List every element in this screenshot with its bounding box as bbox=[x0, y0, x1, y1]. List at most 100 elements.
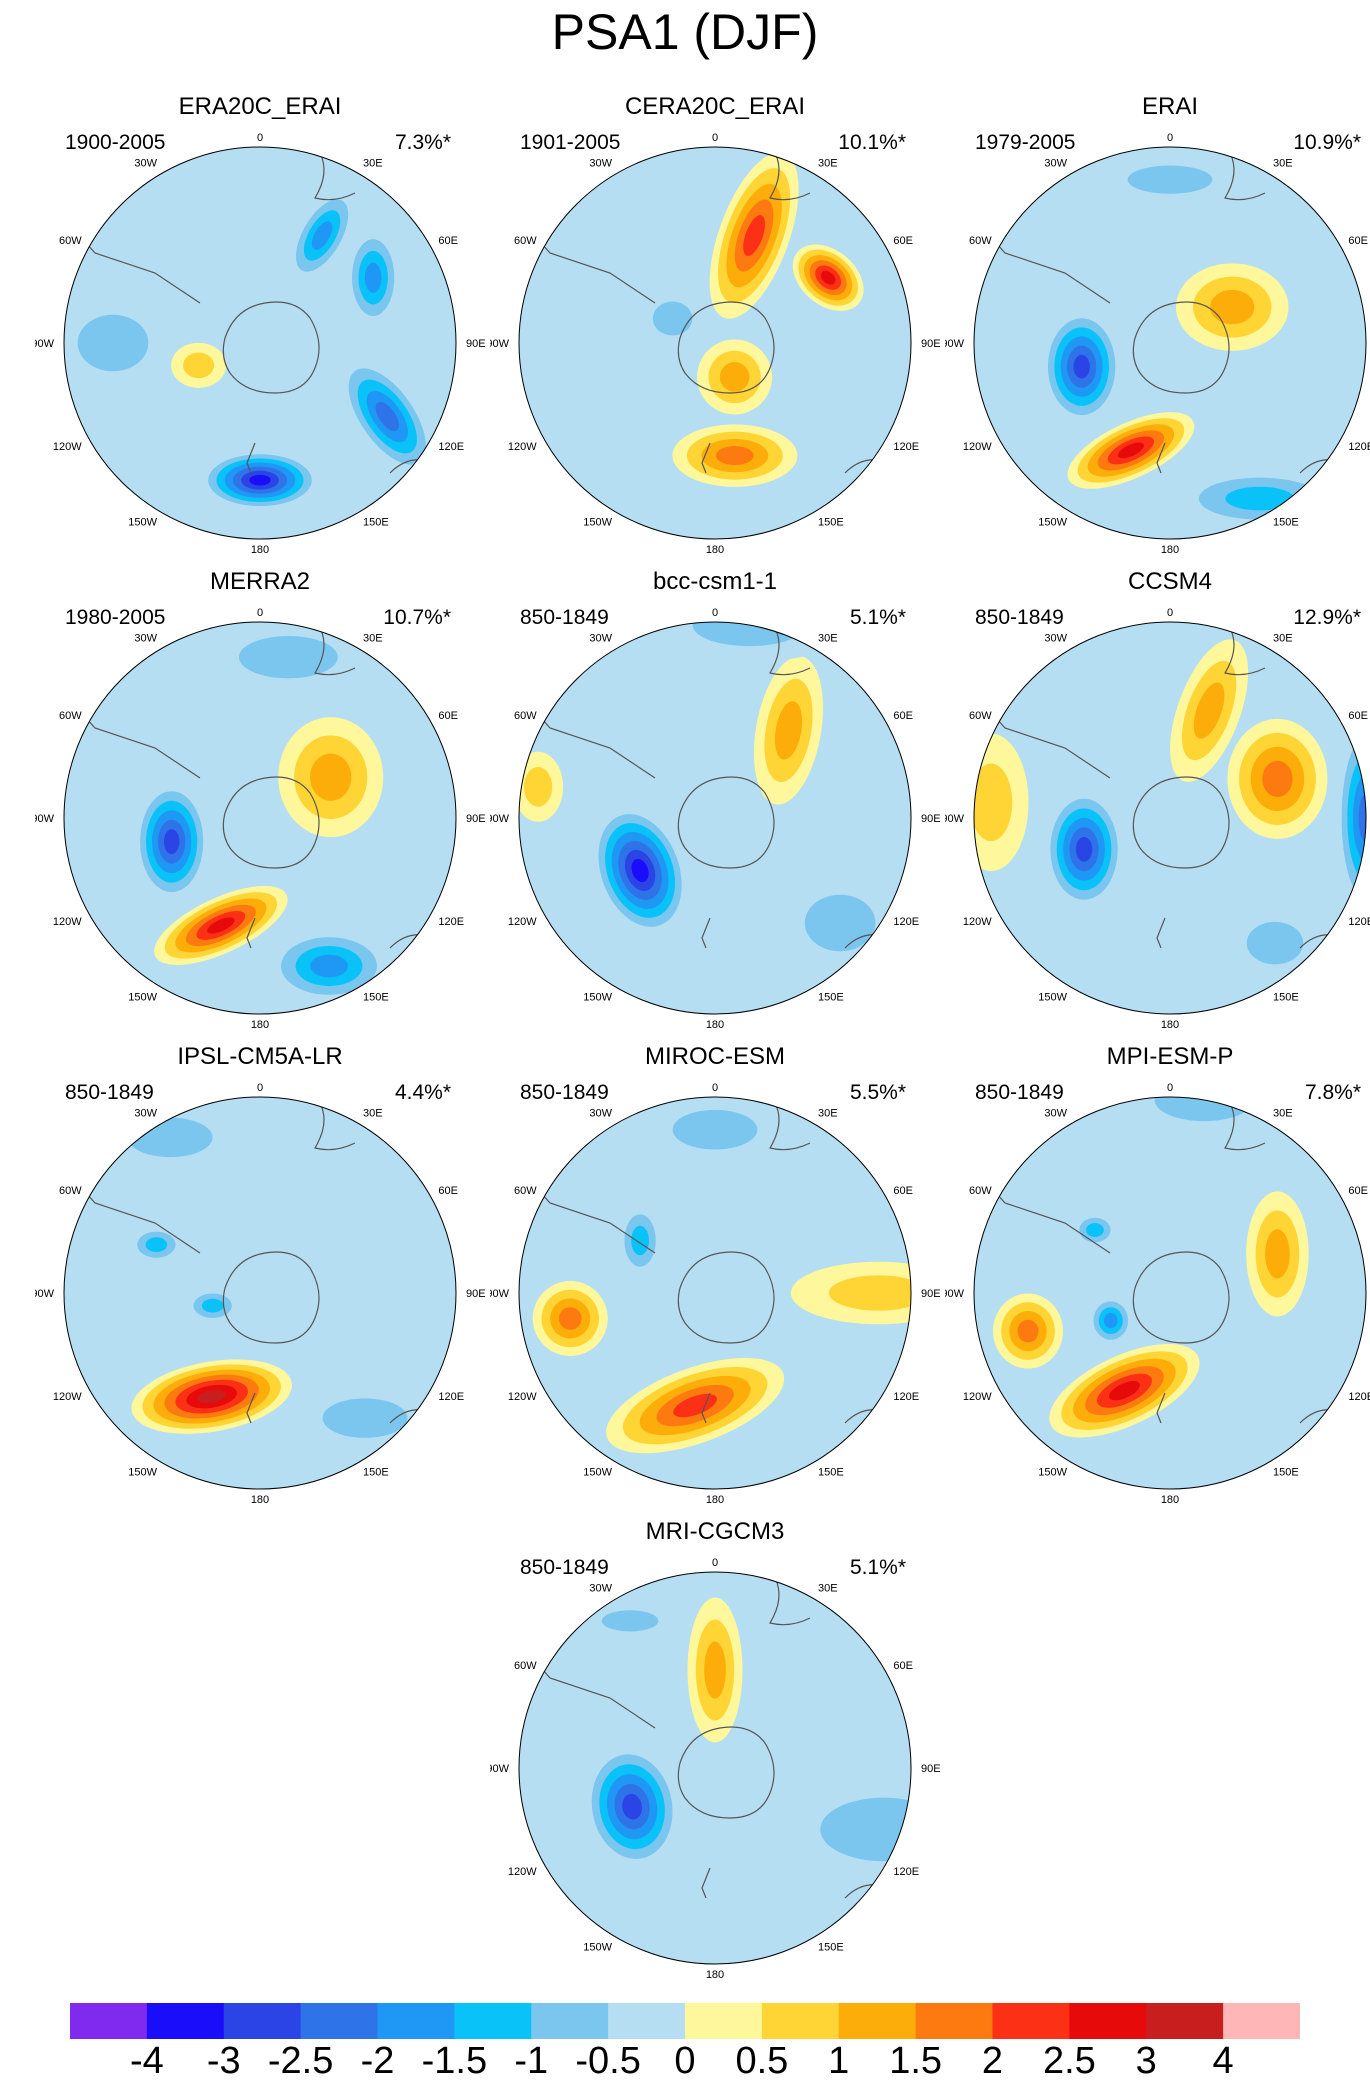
anomaly-contour bbox=[1117, 442, 1144, 459]
colorbar-tick-label: 3 bbox=[1135, 2040, 1157, 2082]
new-zealand-coastline bbox=[246, 442, 256, 474]
anomaly-contour bbox=[1246, 921, 1304, 965]
africa-coastline bbox=[769, 627, 811, 676]
polar-map: 030E60E90E120E150E180150W120W90W60W30W bbox=[945, 1082, 1370, 1506]
new-zealand-coastline bbox=[701, 442, 711, 474]
colorbar-tick-label: -3 bbox=[206, 2040, 241, 2082]
longitude-label: 90W bbox=[945, 338, 965, 350]
anomaly-contour bbox=[1073, 354, 1090, 379]
colorbar-swatch bbox=[992, 2003, 1070, 2039]
longitude-label: 60E bbox=[438, 710, 458, 722]
africa-coastline bbox=[314, 1102, 356, 1151]
panel-variance: 10.9%* bbox=[1293, 131, 1361, 154]
longitude-label: 150W bbox=[1038, 1466, 1067, 1478]
colorbar-swatch bbox=[1146, 2003, 1224, 2039]
colorbar-swatch bbox=[223, 2003, 302, 2039]
anomaly-contour bbox=[310, 753, 352, 801]
longitude-label: 120W bbox=[508, 441, 537, 453]
new-zealand-coastline bbox=[1156, 1392, 1166, 1424]
longitude-label: 150W bbox=[583, 1941, 612, 1953]
longitude-label: 30W bbox=[1044, 1108, 1067, 1120]
colorbar-swatch bbox=[1223, 2003, 1300, 2039]
longitude-label: 150E bbox=[363, 991, 389, 1003]
colorbar-swatch bbox=[146, 2003, 225, 2039]
anomaly-contour bbox=[1017, 1319, 1039, 1343]
longitude-label: 150E bbox=[1273, 991, 1299, 1003]
longitude-label: 180 bbox=[706, 1019, 724, 1031]
map-panel: CERA20C_ERAI 1901-2005 10.1%* 0 30E 60E 90E 120… bbox=[490, 93, 940, 563]
antarctica-coastline bbox=[222, 776, 320, 869]
anomaly-contour bbox=[558, 1307, 582, 1330]
colorbar-tick-label: 1 bbox=[828, 2040, 850, 2082]
map-border bbox=[518, 146, 912, 540]
anomaly-contour bbox=[652, 301, 693, 336]
longitude-label: 30W bbox=[589, 158, 612, 170]
longitude-label: 150E bbox=[363, 516, 389, 528]
anomaly-contour bbox=[974, 763, 1013, 842]
africa-coastline bbox=[1224, 627, 1266, 676]
longitude-label: 120E bbox=[1348, 441, 1370, 453]
longitude-label: 120W bbox=[508, 1866, 537, 1878]
africa-coastline bbox=[314, 627, 356, 676]
anomaly-contour bbox=[820, 1797, 911, 1862]
colorbar-swatch bbox=[685, 2003, 763, 2039]
longitude-label: 60W bbox=[59, 235, 82, 247]
map-panel: ERAI1979-200510.9%*030E60E90E120E150E180… bbox=[945, 93, 1370, 563]
longitude-label: 0 bbox=[1167, 1082, 1173, 1094]
map-border bbox=[63, 621, 457, 1015]
panel-title: MIROC-ESM bbox=[645, 1043, 785, 1070]
longitude-label: 30W bbox=[1044, 158, 1067, 170]
longitude-label: 90W bbox=[35, 1288, 55, 1300]
colorbar-tick-label: 0 bbox=[674, 2040, 696, 2082]
longitude-label: 150W bbox=[583, 1466, 612, 1478]
anomaly-contour bbox=[1108, 1381, 1140, 1401]
anomaly-contour bbox=[672, 1109, 758, 1150]
anomaly-contour bbox=[1225, 486, 1295, 511]
anomaly-contour bbox=[163, 829, 180, 855]
new-zealand-coastline bbox=[701, 1867, 711, 1899]
longitude-label: 0 bbox=[712, 132, 718, 144]
colorbar-swatches bbox=[70, 2003, 1300, 2039]
longitude-label: 0 bbox=[712, 607, 718, 619]
longitude-label: 60E bbox=[893, 1185, 913, 1197]
longitude-label: 180 bbox=[1161, 1494, 1179, 1506]
anomaly-contour bbox=[631, 1225, 649, 1256]
anomaly-contour bbox=[197, 1389, 226, 1404]
colorbar-tick-label: 4 bbox=[1212, 2040, 1234, 2082]
longitude-label: 120E bbox=[893, 441, 919, 453]
colorbar-swatch bbox=[1069, 2003, 1147, 2039]
africa-coastline bbox=[769, 1102, 811, 1151]
anomaly-contour bbox=[249, 474, 271, 486]
longitude-label: 150W bbox=[128, 1466, 157, 1478]
longitude-label: 150E bbox=[818, 991, 844, 1003]
longitude-label: 0 bbox=[257, 132, 263, 144]
anomaly-contour bbox=[1103, 1313, 1118, 1329]
map-panel: CCSM4850-184912.9%*030E60E90E120E150E180… bbox=[945, 568, 1370, 1038]
longitude-label: 150E bbox=[818, 1466, 844, 1478]
map-border bbox=[518, 1571, 912, 1965]
anomaly-contour bbox=[1127, 165, 1213, 194]
colorbar-swatch bbox=[454, 2003, 532, 2039]
panel-period: 850-1849 bbox=[520, 1081, 609, 1104]
longitude-label: 90E bbox=[466, 1288, 485, 1300]
longitude-label: 150E bbox=[818, 1941, 844, 1953]
map-border bbox=[63, 146, 457, 540]
antarctica-coastline bbox=[1132, 301, 1230, 394]
panel-variance: 5.5%* bbox=[849, 1081, 906, 1104]
anomaly-contour bbox=[77, 314, 149, 372]
longitude-label: 120W bbox=[963, 916, 992, 928]
panel-title: MRI-CGCM3 bbox=[645, 1518, 785, 1545]
colorbar-swatch bbox=[377, 2003, 455, 2039]
antarctica-coastline bbox=[222, 301, 320, 394]
longitude-label: 30E bbox=[1273, 1108, 1293, 1120]
colorbar-tick-label: -1.5 bbox=[421, 2040, 488, 2082]
longitude-label: 90W bbox=[490, 1763, 510, 1775]
map-panel: IPSL-CM5A-LR 850-1849 4.4%* 0 30E 60E 90E 120E 1… bbox=[35, 1043, 485, 1513]
panel-title: ERA20C_ERAI bbox=[178, 93, 342, 120]
anomaly-contour bbox=[238, 635, 338, 679]
longitude-label: 30E bbox=[818, 633, 838, 645]
anomaly-contour bbox=[322, 1398, 408, 1438]
anomaly-contour bbox=[523, 767, 553, 807]
panel-title: MPI-ESM-P bbox=[1106, 1043, 1234, 1070]
colorbar-swatch bbox=[300, 2003, 378, 2039]
